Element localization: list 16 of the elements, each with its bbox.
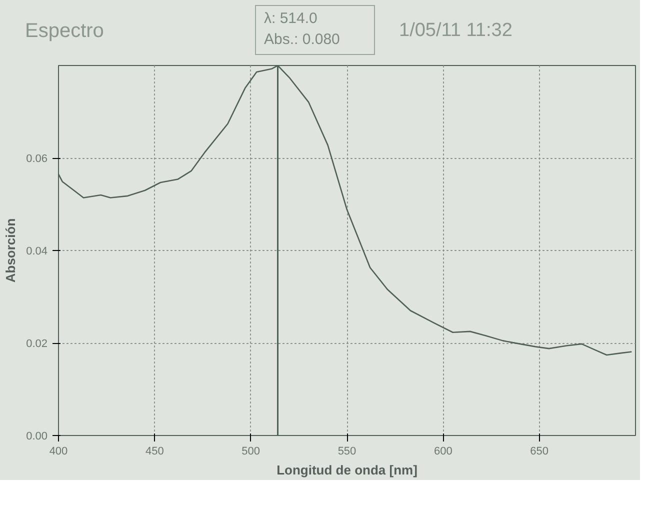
x-tick-label: 500 [242, 446, 260, 458]
text: Abs.: 0.080 [264, 31, 340, 48]
chart-title: Espectro [25, 19, 104, 44]
text: 1/05/11 11:32 [399, 19, 512, 43]
y-tick-label: 0.04 [26, 246, 48, 258]
y-tick-label: 0.02 [26, 338, 48, 350]
x-tick-label: 400 [49, 446, 68, 458]
y-tick-label: 0.00 [26, 430, 48, 442]
x-tick-label: 550 [338, 446, 356, 458]
x-tick-label: 650 [530, 446, 549, 458]
text: λ: 514.0 [264, 10, 318, 27]
x-tick-label: 450 [145, 446, 164, 458]
y-axis-title: Absorción [3, 218, 18, 283]
x-tick-label: 600 [434, 446, 452, 458]
x-axis-title: Longitud de onda [nm] [276, 462, 418, 478]
y-tick-label: 0.06 [26, 153, 48, 165]
